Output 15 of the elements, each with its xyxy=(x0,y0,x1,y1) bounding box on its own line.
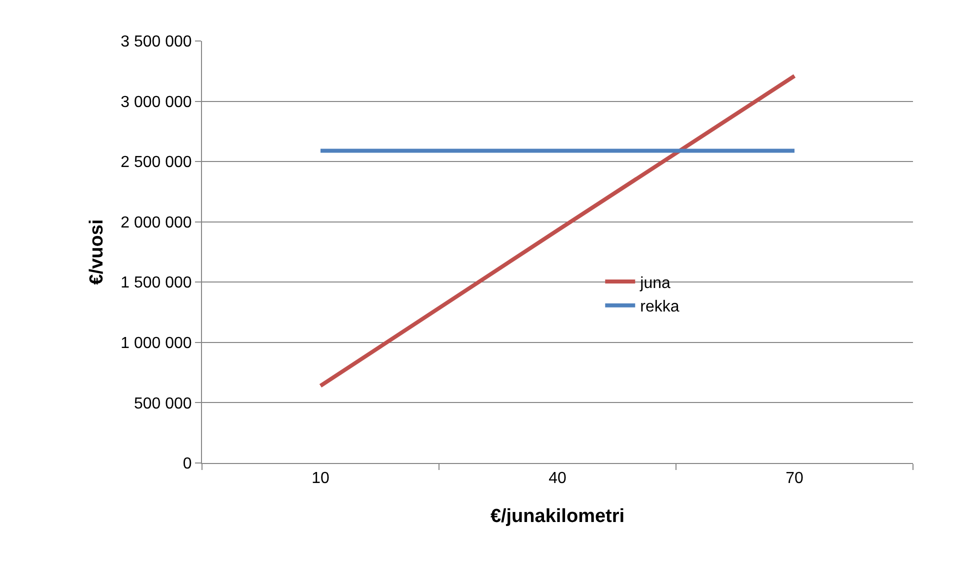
y-tick-label: 0 xyxy=(182,456,192,473)
x-axis-title: €/junakilometri xyxy=(490,506,625,527)
x-tick-label: 10 xyxy=(312,470,330,488)
x-tick-label: 40 xyxy=(548,470,566,488)
y-tick-label: 1 000 000 xyxy=(120,335,192,352)
y-tick-label: 3 000 000 xyxy=(120,94,192,111)
legend-label: rekka xyxy=(640,298,680,316)
y-axis-title: €/vuosi xyxy=(86,219,108,285)
y-tick-label: 500 000 xyxy=(134,395,192,412)
legend-label: juna xyxy=(639,274,671,292)
y-tick-label: 3 500 000 xyxy=(120,34,192,51)
y-tick-label: 1 500 000 xyxy=(120,274,192,292)
y-tick-label: 2 000 000 xyxy=(120,214,192,232)
x-tick-label: 70 xyxy=(786,470,804,488)
y-tick-label: 2 500 000 xyxy=(120,154,192,172)
